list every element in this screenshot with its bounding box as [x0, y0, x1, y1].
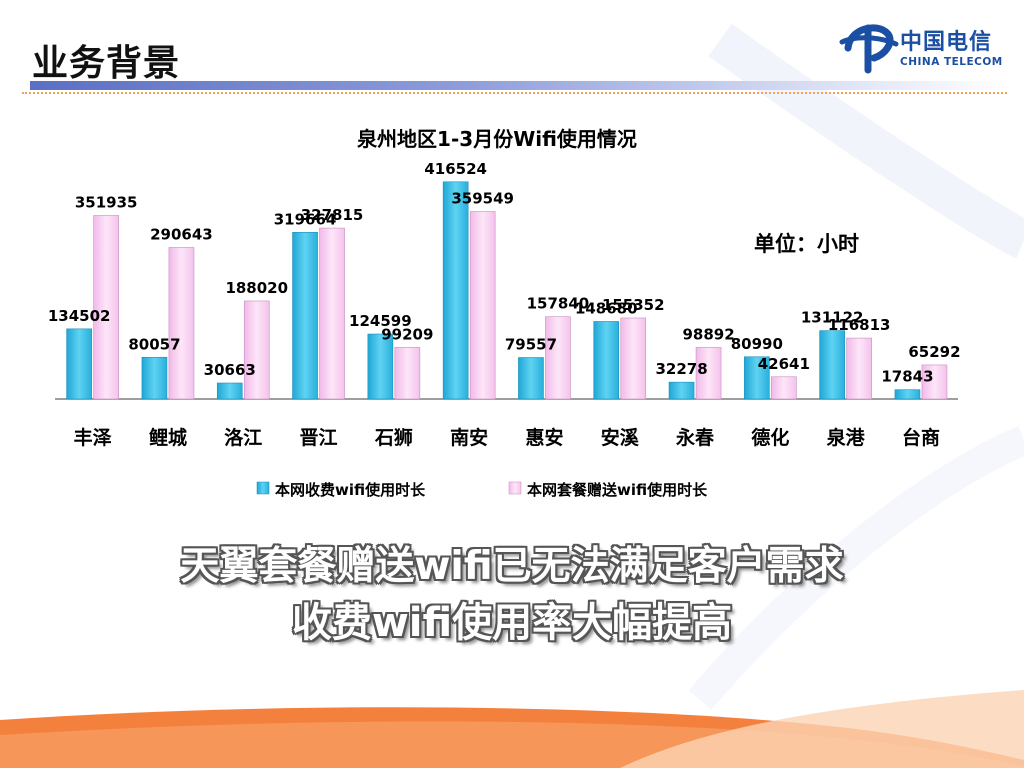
bar-paid [668, 381, 695, 400]
bar-free [394, 346, 421, 400]
data-label: 155352 [602, 296, 665, 314]
bar-paid [66, 328, 92, 400]
legend-label-free: 本网套餐赠送wifi使用时长 [527, 481, 708, 499]
bar-paid [141, 356, 168, 400]
bar-free [469, 211, 496, 400]
x-tick-label: 惠安 [525, 426, 563, 449]
bar-paid [442, 181, 469, 400]
legend-swatch-paid [256, 481, 270, 495]
bar-free [846, 337, 872, 400]
x-tick-label: 安溪 [601, 426, 640, 449]
header-bar [30, 81, 1005, 90]
bar-free [319, 227, 345, 400]
page-title: 业务背景 [32, 43, 181, 84]
data-label: 30663 [204, 361, 256, 379]
bar-free [620, 317, 647, 400]
unit-label: 单位：小时 [754, 232, 859, 256]
bar-free [243, 300, 270, 400]
bar-paid [744, 356, 770, 400]
bar-free [545, 316, 571, 400]
x-tick-label: 石狮 [374, 427, 413, 449]
header-divider [22, 92, 1007, 94]
bar-paid [894, 389, 921, 400]
headline-line-1: 天翼套餐赠送wifi已无法满足客户需求 [180, 544, 844, 589]
data-label: 416524 [424, 160, 487, 178]
data-label: 42641 [758, 355, 810, 373]
x-tick-label: 永春 [675, 426, 714, 449]
bar-paid [593, 321, 620, 400]
data-label: 359549 [451, 190, 514, 208]
bar-paid [819, 330, 845, 400]
bar-free [168, 247, 195, 400]
data-label: 80990 [731, 335, 783, 353]
data-label: 319664 [274, 210, 337, 228]
bar-free [93, 215, 119, 400]
x-tick-label: 泉港 [826, 426, 866, 449]
data-label: 116813 [828, 316, 891, 334]
data-label: 148680 [575, 299, 638, 317]
data-label: 327815 [301, 206, 364, 224]
data-label: 134502 [48, 307, 111, 325]
legend-label-paid: 本网收费wifi使用时长 [275, 481, 426, 499]
data-label: 32278 [655, 360, 707, 378]
x-tick-label: 南安 [450, 426, 488, 449]
data-label: 131122 [801, 309, 864, 327]
data-label: 98892 [682, 325, 734, 343]
data-label: 157840 [527, 295, 590, 313]
x-tick-label: 洛江 [224, 426, 262, 449]
x-tick-label: 丰泽 [74, 426, 112, 449]
bar-paid [518, 357, 544, 400]
headline-line-2: 收费wifi使用率大幅提高 [291, 600, 733, 646]
chart-title: 泉州地区1-3月份Wifi使用情况 [356, 127, 637, 151]
data-label: 188020 [225, 279, 288, 297]
data-label: 99209 [381, 325, 433, 343]
data-label: 124599 [349, 312, 412, 330]
data-label: 290643 [150, 225, 213, 243]
data-label: 351935 [75, 193, 138, 211]
chart-legend: 本网收费wifi使用时长 本网套餐赠送wifi使用时长 [256, 481, 708, 499]
bar-paid [292, 232, 318, 400]
data-label: 79557 [505, 336, 557, 354]
x-tick-label: 台商 [902, 426, 940, 449]
bar-paid [216, 382, 243, 400]
x-tick-label: 晋江 [300, 427, 338, 449]
x-tick-label: 德化 [751, 426, 789, 449]
legend-swatch-free [508, 481, 522, 495]
data-label: 65292 [908, 343, 960, 361]
data-label: 17843 [881, 368, 933, 386]
logo-chinese-text: 中国电信 [900, 30, 993, 55]
bar-free [921, 364, 948, 400]
wifi-usage-chart: 泉州地区1-3月份Wifi使用情况 134502 351935 80057 29064… [48, 127, 961, 499]
logo-english-text: CHINA TELECOM [900, 56, 1003, 68]
bar-free [771, 376, 797, 400]
bar-free [695, 347, 722, 400]
data-label: 80057 [128, 335, 180, 353]
china-telecom-logo-icon [839, 24, 899, 74]
bar-paid [367, 333, 394, 400]
x-tick-label: 鲤城 [149, 426, 187, 449]
